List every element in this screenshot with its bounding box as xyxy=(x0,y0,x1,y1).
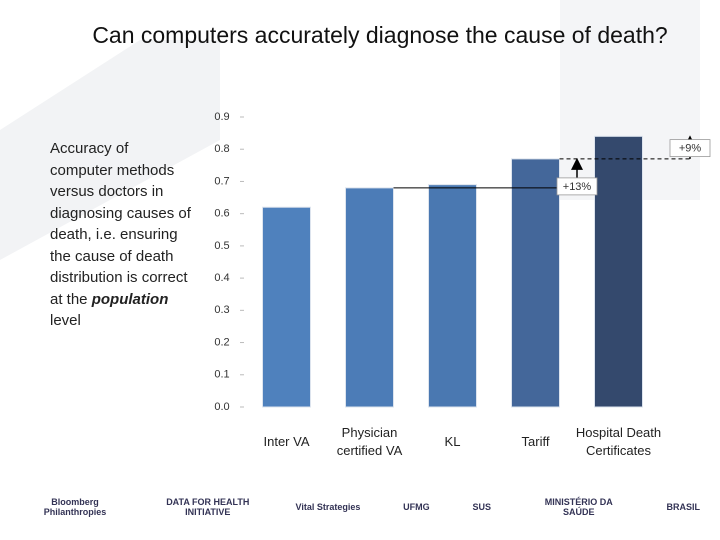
y-tick-label: 0.1 xyxy=(214,369,229,381)
bar xyxy=(345,187,394,408)
annotation-box xyxy=(669,139,711,158)
bar xyxy=(428,184,477,408)
logo-strip: Bloomberg Philanthropies DATA FOR HEALTH … xyxy=(30,482,700,532)
y-tick-label: 0.5 xyxy=(214,240,229,252)
logo: UFMG xyxy=(403,502,430,512)
y-tick-label: 0.9 xyxy=(214,111,229,123)
y-tick-label: 0.8 xyxy=(214,143,229,155)
x-tick-label: Hospital Death Certificates xyxy=(575,425,662,458)
side-text: Accuracy of computer methods versus doct… xyxy=(50,138,195,332)
logo: SUS xyxy=(472,502,491,512)
x-tick-label: KL xyxy=(444,434,461,449)
x-tick-label: Inter VA xyxy=(263,434,310,449)
bar xyxy=(511,158,560,408)
side-text-body: Accuracy of computer methods versus doct… xyxy=(50,140,191,308)
watermark xyxy=(0,40,220,260)
y-tick-label: 0.6 xyxy=(214,208,229,220)
y-tick-label: 0.2 xyxy=(214,336,229,348)
bar xyxy=(594,135,643,408)
side-text-tail: level xyxy=(50,312,81,329)
slide-title: Can computers accurately diagnose the ca… xyxy=(92,22,668,48)
y-tick-label: 0.0 xyxy=(214,401,229,413)
logo: MINISTÉRIO DA SAÚDE xyxy=(544,497,613,517)
bar xyxy=(262,206,311,408)
logo: DATA FOR HEALTH INITIATIVE xyxy=(166,497,250,517)
y-tick-label: 0.4 xyxy=(214,272,229,284)
logo: Bloomberg Philanthropies xyxy=(43,497,107,517)
annotation-box xyxy=(556,177,598,196)
annotation-label: +13% xyxy=(563,181,592,193)
side-text-emphasis: population xyxy=(91,290,169,308)
logo: BRASIL xyxy=(666,502,700,512)
annotation-label: +9% xyxy=(679,143,702,155)
y-tick-label: 0.3 xyxy=(214,304,229,316)
logo: Vital Strategies xyxy=(295,502,361,512)
x-tick-label: Physician certified VA xyxy=(336,425,403,458)
x-tick-label: Tariff xyxy=(521,434,550,449)
y-tick-label: 0.7 xyxy=(214,175,229,187)
